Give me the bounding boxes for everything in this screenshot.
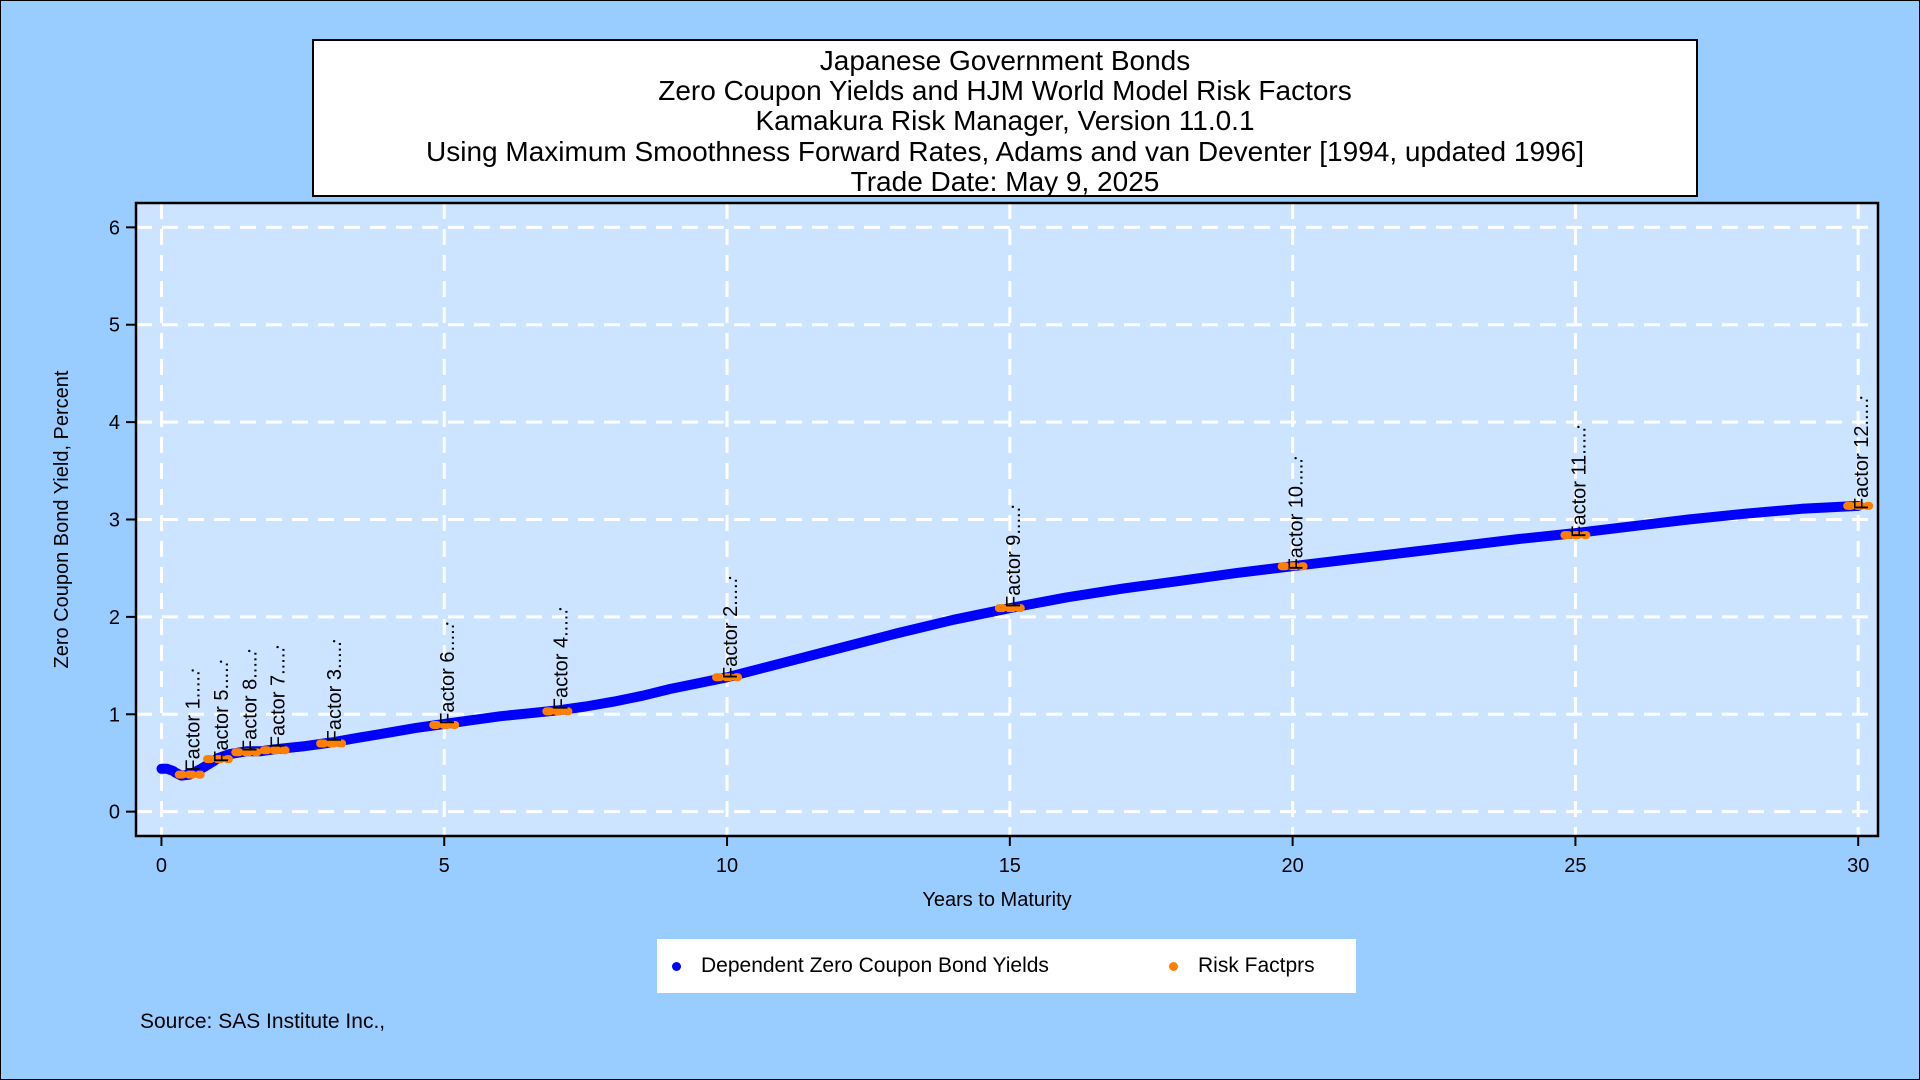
risk-factor-label: Factor 12..... <box>1851 398 1873 510</box>
title-line-2: Zero Coupon Yields and HJM World Model R… <box>658 75 1352 107</box>
y-tick-label: 2 <box>109 607 120 629</box>
risk-factor-marker <box>728 576 732 580</box>
x-tick-label: 15 <box>999 855 1021 877</box>
legend-label-factors: Risk Factprs <box>1198 954 1315 977</box>
risk-factor-label: Factor 1..... <box>183 670 205 771</box>
y-tick-label: 4 <box>109 412 120 434</box>
legend: Dependent Zero Coupon Bond Yields Risk F… <box>657 939 1356 993</box>
x-tick-label: 30 <box>1847 855 1869 877</box>
y-tick-label: 0 <box>109 802 120 824</box>
risk-factor-marker <box>248 649 251 653</box>
risk-factor-marker <box>276 645 279 649</box>
x-tick-label: 25 <box>1564 855 1586 877</box>
risk-factor-label: Factor 2..... <box>720 578 742 679</box>
legend-label-yields: Dependent Zero Coupon Bond Yields <box>701 954 1049 977</box>
risk-factor-label: Factor 4..... <box>550 609 572 710</box>
risk-factor-label: Factor 9..... <box>1003 507 1025 608</box>
risk-factor-marker <box>559 607 562 611</box>
title-line-1: Japanese Government Bonds <box>819 45 1191 76</box>
risk-factor-marker <box>191 669 194 672</box>
title-line-3: Kamakura Risk Manager, Version 11.0.1 <box>755 105 1255 137</box>
legend-item-yields: Dependent Zero Coupon Bond Yields <box>672 939 1049 993</box>
risk-factor-label: Factor 6..... <box>437 624 459 725</box>
x-tick-label: 10 <box>716 855 738 877</box>
x-axis-title: Years to Maturity <box>922 889 1071 911</box>
source-note: Source: SAS Institute Inc., <box>140 1010 386 1033</box>
x-tick-label: 5 <box>439 855 450 877</box>
y-axis-title: Zero Coupon Bond Yield, Percent <box>51 370 73 668</box>
risk-factor-marker <box>219 660 223 663</box>
y-tick-label: 5 <box>109 315 120 337</box>
title-line-4: Using Maximum Smoothness Forward Rates, … <box>426 135 1584 167</box>
risk-factor-label: Factor 3..... <box>324 641 346 742</box>
risk-factor-marker <box>1860 396 1863 399</box>
x-tick-label: 20 <box>1281 855 1303 877</box>
y-tick-label: 1 <box>109 704 120 726</box>
risk-factor-marker <box>1011 505 1015 509</box>
risk-factor-label: Factor 5..... <box>211 662 233 763</box>
x-tick-label: 0 <box>156 855 167 877</box>
risk-factor-marker <box>1577 425 1580 429</box>
risk-factor-marker <box>1294 456 1297 460</box>
legend-marker-factors <box>1169 961 1178 971</box>
risk-factor-marker <box>446 622 449 625</box>
chart-title: Japanese Government Bonds Zero Coupon Yi… <box>312 39 1698 197</box>
title-line-5: Trade Date: May 9, 2025 <box>850 165 1160 197</box>
risk-factor-label: Factor 7..... <box>268 647 290 748</box>
legend-marker-yields <box>672 961 681 971</box>
risk-factor-label: Factor 10..... <box>1286 458 1308 570</box>
risk-factor-label: Factor 11..... <box>1568 427 1590 538</box>
legend-item-factors: Risk Factprs <box>1169 939 1315 993</box>
y-tick-label: 6 <box>109 217 120 239</box>
y-tick-label: 3 <box>109 510 120 532</box>
risk-factor-marker <box>332 640 336 643</box>
risk-factor-label: Factor 8..... <box>239 651 261 752</box>
